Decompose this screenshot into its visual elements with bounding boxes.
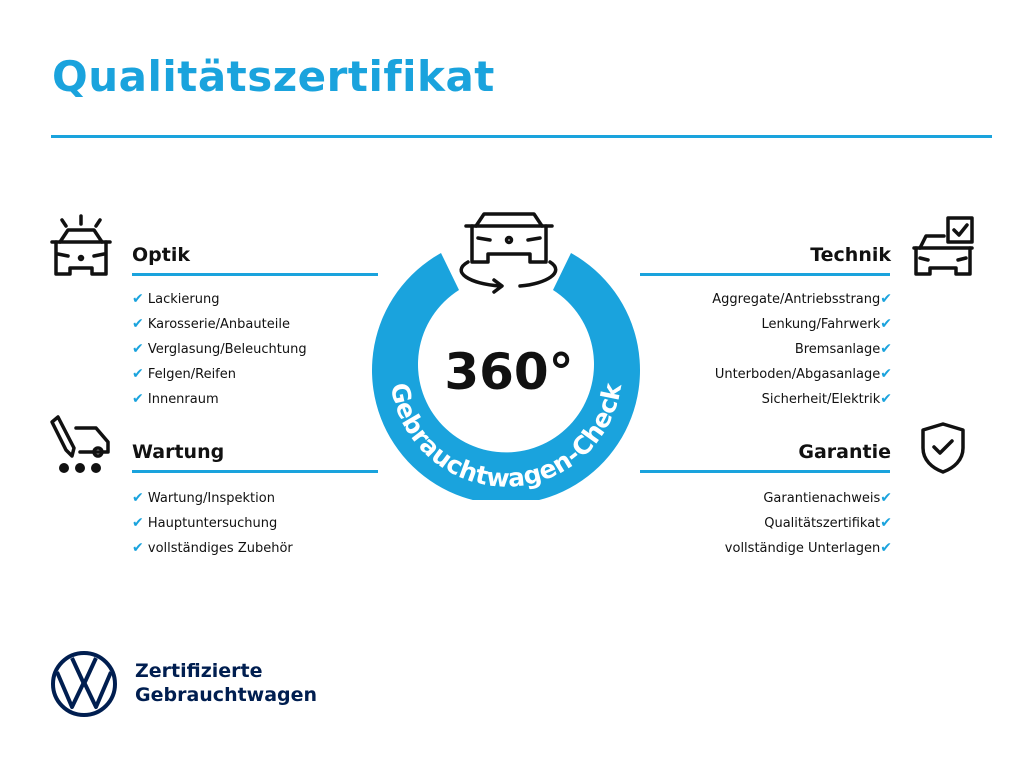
optik-divider — [132, 273, 378, 276]
list-item: Sicherheit/Elektrik✔ — [761, 391, 892, 407]
check-icon: ✔ — [132, 391, 144, 407]
vw-logo — [51, 651, 117, 717]
check-icon: ✔ — [132, 291, 144, 307]
wartung-list: ✔ Wartung/Inspektion ✔ Hauptuntersuchung… — [132, 486, 293, 561]
check-icon: ✔ — [132, 515, 144, 531]
ring — [372, 253, 640, 500]
360-label: 360° — [444, 343, 573, 401]
car-light-icon — [50, 214, 112, 276]
garantie-divider — [640, 470, 890, 473]
shield-check-icon — [921, 422, 965, 474]
list-item: ✔ Innenraum — [132, 391, 219, 407]
optik-list: ✔ Lackierung ✔ Karosserie/Anbauteile ✔ V… — [132, 287, 307, 412]
heading-garantie: Garantie — [798, 441, 891, 463]
list-item: ✔ vollständiges Zubehör — [132, 540, 293, 556]
heading-technik: Technik — [810, 244, 891, 266]
check-icon: ✔ — [132, 540, 144, 556]
list-item: ✔ Karosserie/Anbauteile — [132, 316, 290, 332]
page-title: Qualitätszertifikat — [52, 52, 495, 101]
list-item: ✔ Felgen/Reifen — [132, 366, 236, 382]
list-item: ✔ Hauptuntersuchung — [132, 515, 278, 531]
car-rotate-icon — [459, 212, 558, 294]
list-item: Garantienachweis✔ — [763, 490, 892, 506]
list-item: Aggregate/Antriebsstrang✔ — [712, 291, 892, 307]
heading-wartung: Wartung — [132, 441, 225, 463]
check-icon: ✔ — [880, 316, 892, 332]
technik-divider — [640, 273, 890, 276]
heading-optik: Optik — [132, 244, 190, 266]
garantie-list: Garantienachweis✔ Qualitätszertifikat✔ v… — [725, 486, 892, 561]
check-icon: ✔ — [880, 540, 892, 556]
title-divider — [51, 135, 992, 138]
list-item: Bremsanlage✔ — [794, 341, 892, 357]
list-item: ✔ Wartung/Inspektion — [132, 490, 275, 506]
check-icon: ✔ — [132, 490, 144, 506]
check-icon: ✔ — [880, 391, 892, 407]
check-icon: ✔ — [880, 490, 892, 506]
list-item: Qualitätszertifikat✔ — [764, 515, 892, 531]
list-item: Lenkung/Fahrwerk✔ — [761, 316, 892, 332]
check-icon: ✔ — [880, 366, 892, 382]
technik-list: Aggregate/Antriebsstrang✔ Lenkung/Fahrwe… — [712, 287, 892, 412]
list-item: ✔ Verglasung/Beleuchtung — [132, 341, 307, 357]
wartung-divider — [132, 470, 378, 473]
check-icon: ✔ — [880, 291, 892, 307]
list-item: vollständige Unterlagen✔ — [724, 540, 892, 556]
check-icon: ✔ — [132, 341, 144, 357]
check-icon: ✔ — [132, 366, 144, 382]
check-icon: ✔ — [880, 341, 892, 357]
check-icon: ✔ — [880, 515, 892, 531]
car-check-icon — [912, 216, 974, 276]
360-check-graphic: Gebrauchtwagen-Check 360° — [372, 212, 640, 500]
brand-name: Zertifizierte Gebrauchtwagen — [135, 660, 318, 706]
service-car-icon — [50, 415, 110, 473]
list-item: Unterboden/Abgasanlage✔ — [714, 366, 892, 382]
list-item: ✔ Lackierung — [132, 291, 220, 307]
check-icon: ✔ — [132, 316, 144, 332]
